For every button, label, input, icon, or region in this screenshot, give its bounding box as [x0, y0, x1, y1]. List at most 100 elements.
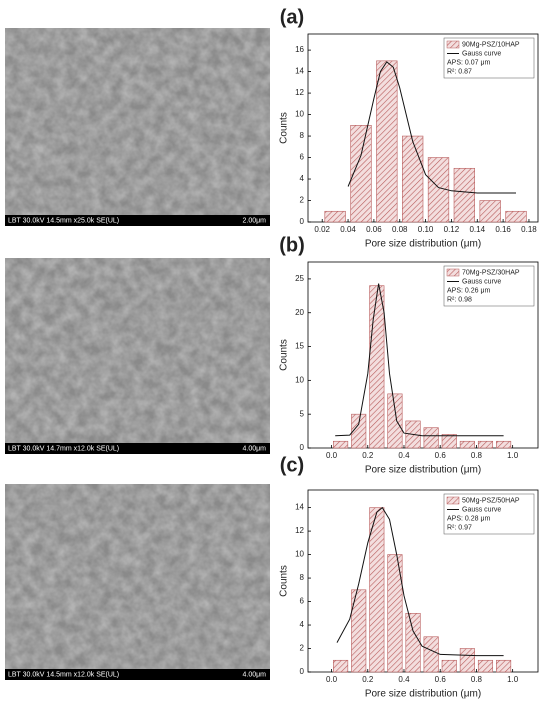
y-axis-title: Counts [279, 112, 290, 144]
bar [496, 659, 512, 673]
bar [405, 612, 421, 673]
annotation: R²: 0.98 [447, 296, 472, 303]
annotation: APS: 0.28 μm [447, 515, 490, 522]
y-tick-label: 20 [295, 308, 304, 317]
x-axis-title: Pore size distribution (μm) [365, 465, 481, 476]
bar [441, 434, 457, 449]
panel-label: (a) [280, 6, 304, 28]
x-tick-label: 0.16 [495, 225, 511, 234]
x-tick-label: 0.10 [418, 225, 434, 234]
y-tick-label: 10 [295, 550, 304, 559]
x-tick-label: 1.0 [507, 451, 519, 460]
x-tick-label: 0.2 [362, 451, 374, 460]
sem-caption-bar [5, 443, 270, 454]
bar [505, 210, 527, 223]
bar [459, 440, 475, 449]
y-tick-label: 4 [300, 620, 305, 629]
sem-caption-bar [5, 669, 270, 680]
bar [387, 554, 403, 673]
bar [477, 659, 494, 673]
y-tick-label: 6 [300, 153, 305, 162]
bar [477, 440, 494, 449]
legend-label: 70Mg-PSZ/30HAP [462, 269, 520, 276]
x-tick-label: 0.4 [398, 675, 410, 684]
x-tick-label: 0.04 [340, 225, 356, 234]
y-tick-label: 10 [295, 375, 304, 384]
y-tick-label: 0 [300, 667, 305, 676]
x-tick-label: 0.12 [444, 225, 460, 234]
bar [479, 200, 501, 223]
annotation: APS: 0.07 μm [447, 59, 490, 66]
y-tick-label: 8 [300, 131, 305, 140]
bar [387, 393, 403, 449]
y-tick-label: 14 [295, 503, 304, 512]
bar [459, 648, 475, 673]
y-tick-label: 25 [295, 274, 304, 283]
bar [453, 167, 475, 223]
bar [376, 60, 398, 223]
y-axis-title: Counts [279, 339, 290, 371]
bar [350, 125, 372, 223]
gauss-curve [347, 61, 516, 194]
y-tick-label: 16 [295, 45, 304, 54]
x-axis-title: Pore size distribution (μm) [365, 689, 481, 700]
y-tick-label: 2 [300, 644, 305, 653]
sem-image-texture [5, 28, 270, 226]
sem-caption: LBT 30.0kV 14.7mm x12.0k SE(UL) [8, 445, 119, 452]
y-tick-label: 6 [300, 597, 305, 606]
x-tick-label: 0.02 [314, 225, 330, 234]
legend-label: Gauss curve [462, 278, 501, 285]
legend-swatch [446, 268, 460, 277]
x-tick-label: 0.8 [471, 451, 483, 460]
x-tick-label: 0.4 [398, 451, 410, 460]
scale-bar-label: 4.00μm [243, 671, 267, 678]
y-tick-label: 0 [300, 217, 305, 226]
gauss-curve [336, 506, 504, 657]
y-tick-label: 10 [295, 110, 304, 119]
x-tick-label: 0.0 [326, 675, 338, 684]
bar [441, 659, 457, 673]
y-tick-label: 4 [300, 174, 305, 183]
legend-label: 90Mg-PSZ/10HAP [462, 41, 520, 48]
sem-caption: LBT 30.0kV 14.5mm x25.0k SE(UL) [8, 217, 119, 224]
bar [351, 413, 367, 449]
x-tick-label: 0.6 [435, 451, 447, 460]
legend-swatch [446, 40, 460, 49]
x-tick-label: 0.08 [392, 225, 408, 234]
x-tick-label: 0.06 [366, 225, 382, 234]
sem-caption-bar [5, 215, 270, 226]
x-tick-label: 0.6 [435, 675, 447, 684]
y-tick-label: 15 [295, 342, 304, 351]
x-tick-label: 0.8 [471, 675, 483, 684]
panel-label: (b) [279, 234, 305, 256]
scale-bar-label: 4.00μm [243, 445, 267, 452]
y-tick-label: 0 [300, 443, 305, 452]
panel-label: (c) [280, 454, 304, 476]
bar [423, 427, 439, 449]
y-tick-label: 12 [295, 526, 304, 535]
legend-label: Gauss curve [462, 506, 501, 513]
bar [496, 440, 512, 449]
x-axis-title: Pore size distribution (μm) [365, 239, 481, 250]
y-tick-label: 2 [300, 196, 305, 205]
bar [351, 589, 367, 673]
x-tick-label: 1.0 [507, 675, 519, 684]
bar [369, 285, 385, 449]
bar [333, 659, 349, 673]
annotation: R²: 0.87 [447, 68, 472, 75]
sem-image-texture [5, 484, 270, 680]
y-tick-label: 12 [295, 88, 304, 97]
bar [369, 507, 385, 673]
x-tick-label: 0.14 [469, 225, 485, 234]
y-tick-label: 14 [295, 67, 304, 76]
bar [324, 210, 346, 223]
x-tick-label: 0.0 [326, 451, 338, 460]
plot-frame [307, 261, 539, 449]
annotation: R²: 0.97 [447, 524, 472, 531]
gauss-curve [335, 283, 504, 437]
x-tick-label: 0.18 [521, 225, 537, 234]
x-tick-label: 0.2 [362, 675, 374, 684]
y-tick-label: 5 [300, 409, 305, 418]
sem-image-texture [5, 258, 270, 454]
